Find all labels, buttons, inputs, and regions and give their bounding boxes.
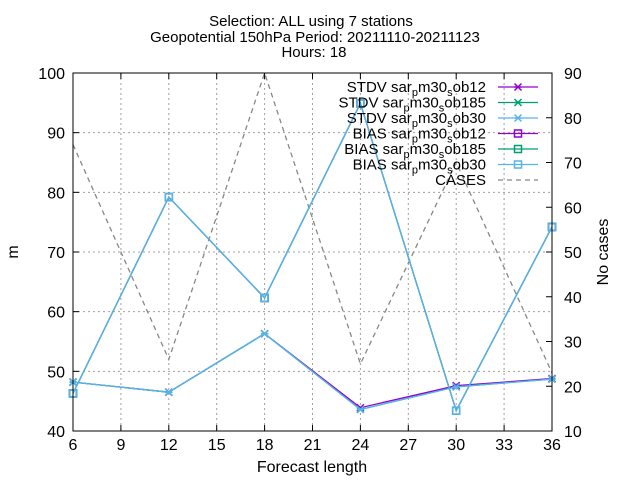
legend-marker: [513, 98, 523, 107]
legend-label-part: BIAS sar: [344, 141, 403, 158]
legend-marker: [513, 160, 523, 169]
x-tick-label: 21: [304, 437, 322, 454]
legend-label-part: s: [447, 87, 453, 99]
legend-label-part: s: [447, 118, 453, 130]
legend-marker: [513, 113, 523, 123]
legend-label-part: m30: [418, 157, 447, 174]
y2-tick-label: 50: [564, 245, 582, 262]
y-tick-label: 80: [47, 185, 65, 202]
legend-label-part: ob30: [453, 157, 486, 174]
data-point: [356, 405, 365, 414]
x-tick-label: 15: [208, 437, 226, 454]
legend-label-part: STDV sar: [338, 95, 403, 112]
x-tick-label: 9: [116, 437, 125, 454]
data-point: [164, 388, 173, 397]
y-tick-label: 100: [38, 66, 65, 83]
x-tick-label: 30: [447, 437, 465, 454]
y2-tick-label: 80: [564, 111, 582, 128]
legend-label-part: STDV sar: [347, 110, 412, 127]
legend-label-part: m30: [418, 126, 447, 143]
x-tick-label: 18: [256, 437, 274, 454]
legend-label: BIAS sarpm30sob12: [353, 126, 486, 146]
legend-label-part: p: [412, 118, 418, 130]
legend-label: STDV sarpm30sob30: [347, 110, 486, 130]
x-tick-label: 6: [69, 437, 78, 454]
y-axis-title: m: [5, 245, 22, 258]
legend-marker: [513, 129, 523, 138]
x-tick-label: 12: [160, 437, 178, 454]
data-point: [451, 406, 461, 415]
x-axis-title: Forecast length: [257, 459, 367, 476]
legend-label-part: s: [439, 149, 445, 161]
axes: 6 9 12 15 18 21 24 27 30 33 36 40 50 60 70 80 90 100 10 20 3…: [38, 66, 582, 454]
y2-tick-label: 10: [564, 424, 582, 441]
x-tick-label: 24: [352, 437, 370, 454]
y-tick-label: 50: [47, 364, 65, 381]
data-point: [452, 382, 461, 391]
legend-label-part: BIAS sar: [353, 157, 412, 174]
legend-label-part: m30: [410, 95, 439, 112]
legend-label-part: p: [412, 87, 418, 99]
legend-label: CASES: [435, 172, 486, 189]
plot-area: [68, 70, 557, 415]
series-line-2: [72, 332, 553, 411]
legend-label-part: p: [412, 134, 418, 146]
legend-marker: [513, 82, 523, 92]
x-tick-label: 36: [543, 437, 561, 454]
data-point: [260, 293, 269, 303]
title-line-1: Selection: ALL using 7 stations: [209, 13, 413, 30]
y2-tick-label: 60: [564, 200, 582, 217]
y2-axis-title: No cases: [595, 219, 612, 286]
legend-label: BIAS sarpm30sob30: [353, 157, 486, 177]
legend-label-part: p: [403, 103, 409, 115]
title-line-3: Hours: 18: [281, 44, 346, 61]
legend-label-part: STDV sar: [347, 79, 412, 96]
x-tick-label: 27: [399, 437, 417, 454]
legend-label: STDV sarpm30sob12: [347, 79, 486, 99]
legend-label-part: s: [447, 134, 453, 146]
y-tick-label: 90: [47, 126, 65, 143]
y-tick-label: 60: [47, 305, 65, 322]
legend-label-part: s: [447, 165, 453, 177]
legend-label-part: ob12: [453, 79, 486, 96]
legend-label-part: s: [439, 103, 445, 115]
legend-label: BIAS sarpm30sob185: [344, 141, 486, 161]
legend-label-part: p: [403, 149, 409, 161]
legend-label-part: BIAS sar: [353, 126, 412, 143]
x-tick-label: 33: [495, 437, 513, 454]
chart-title: Selection: ALL using 7 stations Geopoten…: [150, 13, 480, 61]
legend-label-part: ob185: [444, 95, 486, 112]
data-point: [260, 329, 269, 338]
legend-label-part: m30: [418, 79, 447, 96]
legend-label-part: m30: [418, 110, 447, 127]
y2-tick-label: 70: [564, 156, 582, 173]
y-tick-label: 40: [47, 424, 65, 441]
legend-label-part: m30: [410, 141, 439, 158]
y2-tick-label: 30: [564, 335, 582, 352]
legend-label-part: ob30: [453, 110, 486, 127]
legend-label-part: ob12: [453, 126, 486, 143]
data-point: [356, 99, 365, 108]
legend-marker: [513, 144, 523, 154]
y2-tick-label: 40: [564, 290, 582, 307]
series-line-5: [72, 101, 553, 413]
y-tick-label: 70: [47, 245, 65, 262]
y2-tick-label: 90: [564, 66, 582, 83]
legend-label-part: p: [412, 165, 418, 177]
title-line-2: Geopotential 150hPa Period: 20211110-202…: [150, 29, 480, 46]
legend-label-part: ob185: [444, 141, 486, 158]
legend-label: STDV sarpm30sob185: [338, 95, 486, 115]
data-point: [164, 192, 174, 202]
y2-tick-label: 20: [564, 379, 582, 396]
